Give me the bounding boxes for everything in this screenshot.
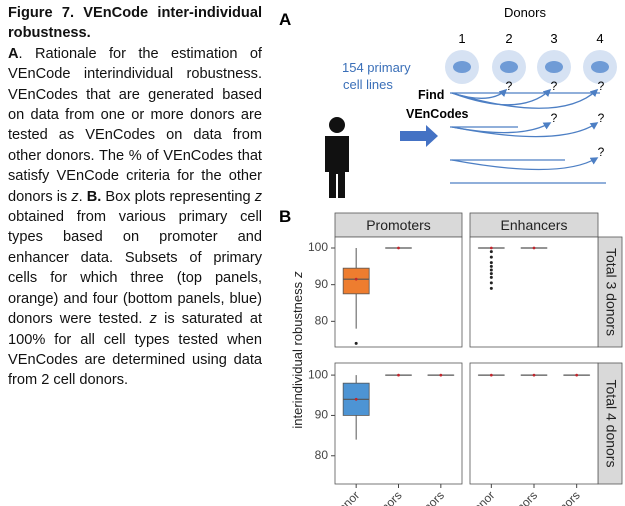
outlier	[490, 261, 493, 264]
donor-number: 3	[550, 31, 557, 46]
facet-label: Enhancers	[501, 217, 568, 233]
outlier	[490, 281, 493, 284]
page: Figure 7. VEnCode inter-individual robus…	[0, 0, 625, 506]
x-tick-label: 2 donors	[497, 488, 540, 506]
question-mark: ?	[598, 79, 605, 93]
action-text: VEnCodes	[406, 107, 469, 121]
question-mark: ?	[551, 79, 558, 93]
person-icon	[325, 117, 349, 198]
outlier	[490, 276, 493, 279]
x-tick-label: 2 donors	[362, 488, 405, 506]
donor-number: 2	[505, 31, 512, 46]
y-axis-label-part: z	[290, 271, 305, 279]
donor-cells	[445, 50, 617, 84]
box-chart: B Promoters Enhancers Total 3 donors Total …	[279, 207, 622, 506]
panel-label: B	[279, 207, 291, 226]
median-dot	[397, 374, 400, 377]
facet-label: Total 4 donors	[603, 380, 619, 468]
panel-label: A	[279, 10, 291, 29]
test-lines	[450, 90, 606, 183]
question-mark: ?	[598, 111, 605, 125]
outlier	[490, 256, 493, 259]
source-text: 154 primary	[342, 60, 411, 75]
action-text: Find	[418, 88, 444, 102]
median-dot	[490, 374, 493, 377]
outlier	[490, 272, 493, 275]
question-mark: ?	[598, 145, 605, 159]
median-dot	[355, 398, 358, 401]
median-dot	[575, 374, 578, 377]
outlier	[490, 250, 493, 253]
y-axis-label-part: interindividual robustness	[290, 281, 305, 428]
question-mark: ?	[551, 111, 558, 125]
facet-panel	[335, 363, 462, 484]
x-tick-label: 1 donor	[459, 488, 498, 506]
y-tick-label: 90	[315, 277, 329, 291]
facet-label: Total 3 donors	[603, 248, 619, 336]
median-dot	[355, 278, 358, 281]
x-tick-label: 1 donor	[324, 488, 363, 506]
question-mark: ?	[506, 79, 513, 93]
y-tick-label: 80	[315, 314, 329, 328]
facet-panel	[470, 363, 598, 484]
outlier	[355, 342, 358, 345]
x-tick-label: 3 donors	[404, 488, 447, 506]
box	[343, 268, 369, 294]
outlier	[490, 265, 493, 268]
median-dot	[490, 247, 493, 250]
median-dot	[533, 374, 536, 377]
arrow	[400, 125, 438, 147]
y-tick-label: 100	[308, 367, 328, 381]
y-tick-label: 90	[315, 408, 329, 422]
source-text: cell lines	[343, 77, 393, 92]
donor-number: 4	[596, 31, 603, 46]
outlier	[490, 287, 493, 290]
facet-panel	[470, 237, 598, 347]
donors-title: Donors	[504, 5, 546, 20]
y-tick-label: 80	[315, 448, 329, 462]
median-dot	[397, 247, 400, 250]
diagram: A Donors 1 2 3 4 154 primary cell lines …	[279, 5, 617, 198]
y-axis-label: interindividual robustness z	[290, 271, 305, 429]
figure: A Donors 1 2 3 4 154 primary cell lines …	[0, 0, 625, 506]
facet-label: Promoters	[366, 217, 431, 233]
median-dot	[439, 374, 442, 377]
median-dot	[533, 247, 536, 250]
x-tick-label: 3 donors	[540, 488, 583, 506]
outlier	[490, 269, 493, 272]
y-tick-label: 100	[308, 240, 328, 254]
donor-number: 1	[458, 31, 465, 46]
